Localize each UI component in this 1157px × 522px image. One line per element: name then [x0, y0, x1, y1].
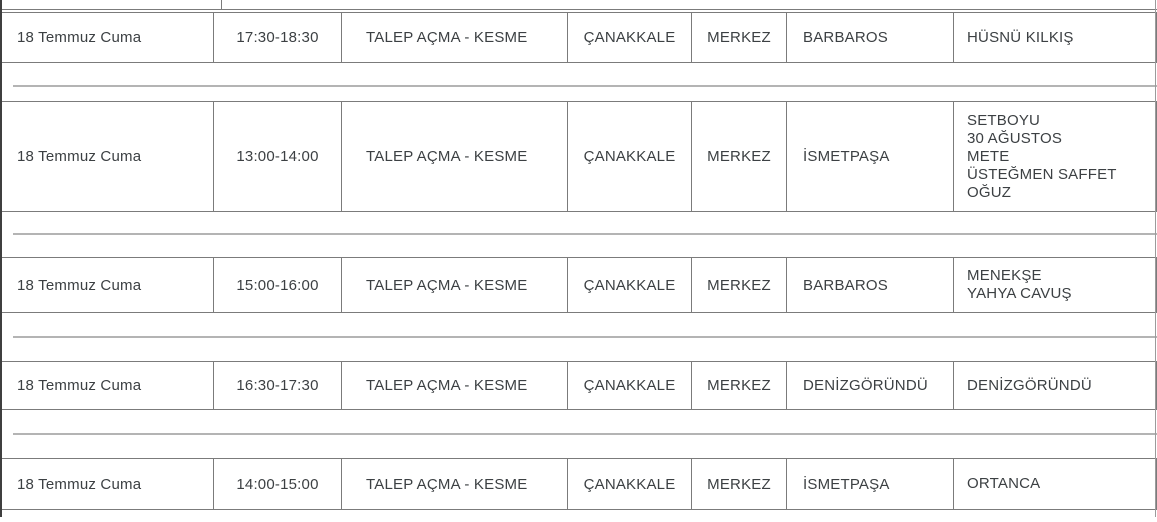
cell-streets: SETBOYU 30 AĞUSTOS METE ÜSTEĞMEN SAFFET OĞUZ [954, 102, 1156, 211]
cell-neighborhood: İSMETPAŞA [787, 459, 954, 509]
street-name: DENİZGÖRÜNDÜ [967, 376, 1092, 394]
cell-time-range: 14:00-15:00 [214, 459, 342, 509]
table-row: 18 Temmuz Cuma 14:00-15:00 TALEP AÇMA - … [0, 458, 1157, 510]
row-spacer [0, 63, 1157, 101]
cell-neighborhood: DENİZGÖRÜNDÜ [787, 362, 954, 409]
table-left-border [0, 0, 2, 517]
cell-time-range: 13:00-14:00 [214, 102, 342, 211]
cell-time-range: 16:30-17:30 [214, 362, 342, 409]
cell-city: ÇANAKKALE [568, 258, 692, 312]
cell-date: 18 Temmuz Cuma [1, 362, 214, 409]
cell-district: MERKEZ [692, 258, 787, 312]
row-spacer [0, 313, 1157, 361]
cell-streets: MENEKŞE YAHYA CAVUŞ [954, 258, 1156, 312]
cell-city: ÇANAKKALE [568, 362, 692, 409]
street-name: METE [967, 147, 1010, 165]
cell-outage-type: TALEP AÇMA - KESME [342, 258, 568, 312]
cell-time-range: 17:30-18:30 [214, 13, 342, 62]
cell-date: 18 Temmuz Cuma [1, 102, 214, 211]
row-spacer [0, 212, 1157, 257]
street-name: ÜSTEĞMEN SAFFET [967, 165, 1117, 183]
spacer-line [13, 336, 1157, 338]
table-row: 18 Temmuz Cuma 16:30-17:30 TALEP AÇMA - … [0, 361, 1157, 410]
spacer-line [13, 433, 1157, 435]
cell-district: MERKEZ [692, 13, 787, 62]
bottom-partial-row [0, 510, 1157, 522]
row-spacer [0, 410, 1157, 458]
table-row: 18 Temmuz Cuma 15:00-16:00 TALEP AÇMA - … [0, 257, 1157, 313]
outage-table: 18 Temmuz Cuma 17:30-18:30 TALEP AÇMA - … [0, 12, 1157, 510]
table-row: 18 Temmuz Cuma 17:30-18:30 TALEP AÇMA - … [0, 12, 1157, 63]
top-partial-column-border [221, 0, 222, 9]
cell-time-range: 15:00-16:00 [214, 258, 342, 312]
cell-neighborhood: BARBAROS [787, 258, 954, 312]
cell-district: MERKEZ [692, 362, 787, 409]
cell-city: ÇANAKKALE [568, 102, 692, 211]
table-row: 18 Temmuz Cuma 13:00-14:00 TALEP AÇMA - … [0, 101, 1157, 212]
street-name: YAHYA CAVUŞ [967, 285, 1072, 302]
street-name: SETBOYU [967, 111, 1041, 129]
cell-outage-type: TALEP AÇMA - KESME [342, 13, 568, 62]
cell-date: 18 Temmuz Cuma [1, 258, 214, 312]
street-name: 30 AĞUSTOS [967, 129, 1063, 147]
street-name: ORTANCA [967, 475, 1041, 492]
cell-streets: HÜSNÜ KILKIŞ [954, 13, 1156, 62]
cell-outage-type: TALEP AÇMA - KESME [342, 459, 568, 509]
cell-outage-type: TALEP AÇMA - KESME [342, 102, 568, 211]
street-name: HÜSNÜ KILKIŞ [967, 28, 1074, 46]
top-partial-row [0, 0, 1157, 10]
street-name: OĞUZ [967, 183, 1012, 201]
cell-date: 18 Temmuz Cuma [1, 459, 214, 509]
cell-neighborhood: BARBAROS [787, 13, 954, 62]
street-name: MENEKŞE [967, 267, 1042, 284]
table-right-border [1155, 0, 1156, 517]
spacer-line [13, 85, 1157, 87]
cell-streets: DENİZGÖRÜNDÜ [954, 362, 1156, 409]
cell-district: MERKEZ [692, 102, 787, 211]
cell-streets: ORTANCA [954, 459, 1156, 509]
cell-neighborhood: İSMETPAŞA [787, 102, 954, 211]
cell-city: ÇANAKKALE [568, 459, 692, 509]
spacer-line [13, 233, 1157, 235]
cell-date: 18 Temmuz Cuma [1, 13, 214, 62]
cell-city: ÇANAKKALE [568, 13, 692, 62]
cell-district: MERKEZ [692, 459, 787, 509]
cell-outage-type: TALEP AÇMA - KESME [342, 362, 568, 409]
